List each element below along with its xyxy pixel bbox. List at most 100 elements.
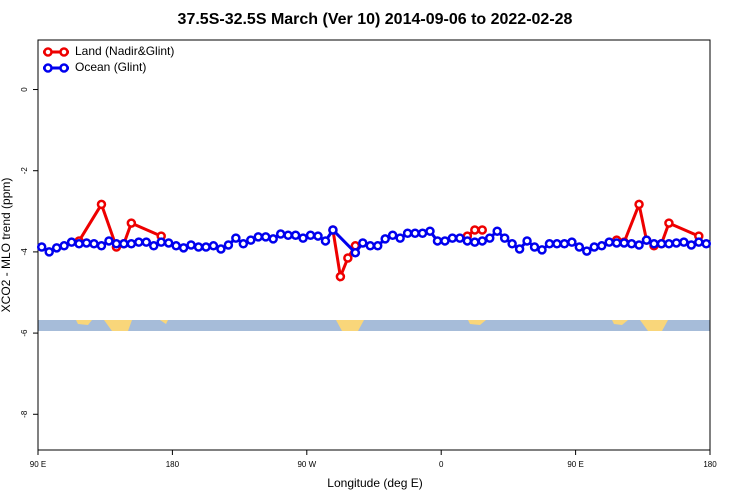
point	[425, 226, 435, 236]
land-strip	[104, 320, 132, 331]
point	[350, 247, 361, 258]
land-strip	[612, 320, 628, 325]
point	[275, 229, 286, 239]
point	[283, 230, 293, 241]
point	[231, 233, 241, 243]
legend-marker	[43, 47, 53, 57]
point	[514, 244, 525, 254]
point	[313, 231, 323, 241]
map-strip	[38, 320, 710, 331]
point	[44, 247, 54, 257]
point	[589, 242, 600, 252]
point	[186, 240, 196, 250]
point	[290, 230, 301, 241]
point	[544, 239, 555, 249]
point	[596, 241, 607, 251]
point	[89, 239, 99, 249]
point	[141, 237, 152, 247]
point	[51, 243, 62, 253]
point	[178, 243, 189, 253]
point	[671, 238, 682, 248]
point	[253, 232, 264, 242]
land-strip	[336, 320, 364, 331]
point	[201, 242, 211, 252]
point	[268, 234, 278, 244]
point	[470, 225, 480, 235]
point	[134, 237, 144, 247]
point	[365, 241, 376, 251]
point	[432, 236, 443, 246]
land-strip	[160, 320, 168, 324]
point	[582, 246, 592, 256]
point	[559, 239, 570, 249]
point	[372, 241, 383, 251]
x-tick-label: 180	[703, 460, 717, 469]
point	[81, 238, 92, 248]
x-tick-label: 90 W	[297, 460, 316, 469]
point	[694, 237, 704, 247]
point	[686, 240, 697, 250]
point	[126, 218, 137, 228]
land-strip	[468, 320, 486, 325]
point	[574, 242, 585, 252]
point	[320, 236, 331, 246]
point	[477, 225, 488, 235]
point	[238, 239, 249, 249]
point	[455, 233, 465, 243]
point	[492, 226, 502, 236]
point	[641, 235, 652, 245]
point	[552, 239, 562, 249]
point	[656, 239, 667, 249]
point	[447, 233, 458, 243]
land-strip	[640, 320, 668, 331]
point	[328, 225, 338, 235]
point	[111, 239, 122, 249]
point	[537, 245, 547, 255]
point	[343, 253, 353, 263]
point	[634, 199, 644, 210]
point	[335, 271, 346, 282]
point	[701, 239, 712, 249]
y-axis-label: XCO2 - MLO trend (ppm)	[0, 178, 13, 313]
point	[298, 233, 308, 243]
point	[440, 236, 450, 246]
point	[246, 235, 256, 245]
point	[96, 241, 107, 251]
point	[104, 236, 114, 246]
point	[417, 228, 428, 238]
chart-title: 37.5S-32.5S March (Ver 10) 2014-09-06 to…	[178, 11, 573, 28]
point	[380, 234, 390, 244]
point	[649, 239, 659, 249]
point	[410, 228, 420, 238]
point	[507, 239, 517, 249]
point	[611, 238, 622, 248]
point	[395, 233, 405, 243]
point	[604, 237, 614, 247]
land-strip	[76, 320, 92, 325]
ocean-strip	[38, 320, 710, 331]
y-tick-label: -6	[20, 329, 29, 337]
legend-label: Land (Nadir&Glint)	[75, 44, 174, 58]
point	[156, 237, 166, 247]
point	[119, 239, 129, 249]
point	[163, 238, 174, 248]
x-tick-label: 180	[166, 460, 180, 469]
point	[223, 240, 234, 250]
point	[664, 218, 674, 228]
y-tick-label: -8	[20, 410, 29, 418]
point	[193, 242, 204, 252]
legend-marker	[59, 47, 69, 57]
point	[358, 238, 368, 248]
legend-label: Ocean (Glint)	[75, 60, 146, 74]
point	[470, 237, 480, 247]
point	[59, 241, 69, 251]
point	[74, 239, 84, 249]
point	[619, 238, 629, 248]
point	[477, 236, 488, 246]
x-axis-label: Longitude (deg E)	[327, 476, 422, 490]
point	[260, 232, 271, 242]
point	[462, 236, 473, 246]
point	[626, 239, 637, 249]
point	[529, 242, 540, 252]
